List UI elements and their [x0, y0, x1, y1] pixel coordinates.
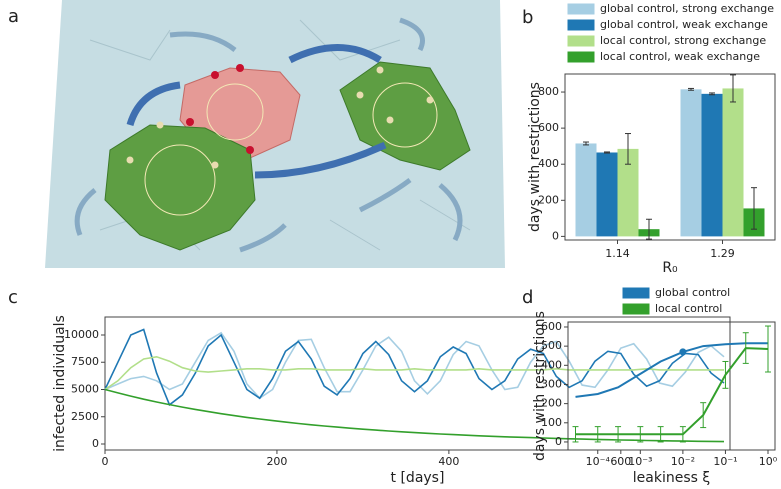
legend-swatch	[567, 3, 595, 15]
x-axis-label: R₀	[662, 260, 678, 276]
legend-swatch	[622, 287, 650, 299]
legend-swatch	[567, 51, 595, 63]
bar	[680, 89, 702, 237]
legend-label: local control	[655, 302, 722, 315]
y-tick-label: 0	[92, 437, 99, 450]
arrow	[126, 81, 181, 127]
legend-swatch	[567, 19, 595, 31]
x-tick-label: 10⁻²	[671, 455, 695, 468]
network	[206, 83, 264, 141]
line	[575, 347, 769, 436]
bar	[722, 88, 744, 237]
highlight-point	[679, 348, 687, 356]
x-tick-label: 10⁻¹	[713, 455, 737, 468]
x-axis-label: leakiness ξ	[633, 470, 710, 486]
line	[575, 342, 768, 398]
y-tick-label: 10000	[64, 328, 99, 341]
y-axis-label: days with restrictions	[527, 82, 543, 232]
x-tick-label: 600	[610, 455, 631, 468]
y-tick-label: 0	[555, 435, 562, 448]
bar	[617, 148, 639, 237]
legend-label: global control	[655, 286, 730, 299]
x-tick-label: 10⁻³	[628, 455, 652, 468]
legend-label: local control, strong exchange	[600, 34, 766, 47]
region-green-left	[104, 124, 256, 251]
x-tick-label: 10⁻⁴	[586, 455, 611, 468]
y-tick-label: 100	[541, 416, 562, 429]
plot-frame	[564, 73, 776, 241]
panel-label: b	[522, 7, 533, 28]
plot-frame	[104, 316, 731, 451]
x-axis-label: t [days]	[391, 470, 445, 486]
legend-swatch	[567, 35, 595, 47]
x-tick-label: 1.14	[605, 247, 630, 260]
x-tick-label: 0	[102, 455, 109, 468]
legend-label: local control, weak exchange	[600, 50, 760, 63]
y-tick-label: 400	[541, 358, 562, 371]
panel-label: c	[8, 287, 18, 308]
x-tick-label: 1.29	[710, 247, 735, 260]
y-tick-label: 2500	[71, 410, 99, 423]
x-tick-label: 200	[266, 455, 287, 468]
line	[104, 388, 725, 443]
y-tick-label: 200	[541, 397, 562, 410]
y-tick-label: 200	[538, 193, 559, 206]
arrow	[254, 141, 387, 179]
y-tick-label: 500	[541, 339, 562, 352]
y-tick-label: 5000	[71, 382, 99, 395]
y-tick-label: 800	[538, 85, 559, 98]
network	[144, 144, 216, 216]
y-axis-label: days with restrictions	[532, 311, 548, 461]
plot-frame	[567, 321, 776, 451]
map-border	[89, 19, 471, 251]
y-tick-label: 7500	[71, 355, 99, 368]
panel-label: d	[522, 287, 533, 308]
network	[372, 82, 438, 148]
illustration	[45, 0, 505, 268]
bar	[596, 152, 618, 237]
bar	[575, 143, 597, 237]
line	[104, 355, 724, 391]
legend-label: global control, strong exchange	[600, 2, 774, 15]
y-tick-label: 0	[552, 229, 559, 242]
bar	[701, 93, 723, 237]
people-red	[186, 64, 254, 154]
y-axis-label: infected individuals	[52, 315, 68, 452]
legend-label: global control, weak exchange	[600, 18, 768, 31]
people	[126, 66, 434, 169]
y-tick-label: 600	[538, 121, 559, 134]
x-tick-label: 400	[438, 455, 459, 468]
line	[104, 331, 725, 400]
legend-swatch	[622, 303, 650, 315]
y-tick-label: 600	[541, 320, 562, 333]
arrow-faint	[74, 17, 463, 253]
arrow	[288, 44, 382, 64]
y-tick-label: 300	[541, 377, 562, 390]
line	[104, 328, 725, 407]
y-tick-label: 400	[538, 157, 559, 170]
x-tick-label: 10⁰	[759, 455, 778, 468]
panel-label: a	[8, 6, 19, 27]
